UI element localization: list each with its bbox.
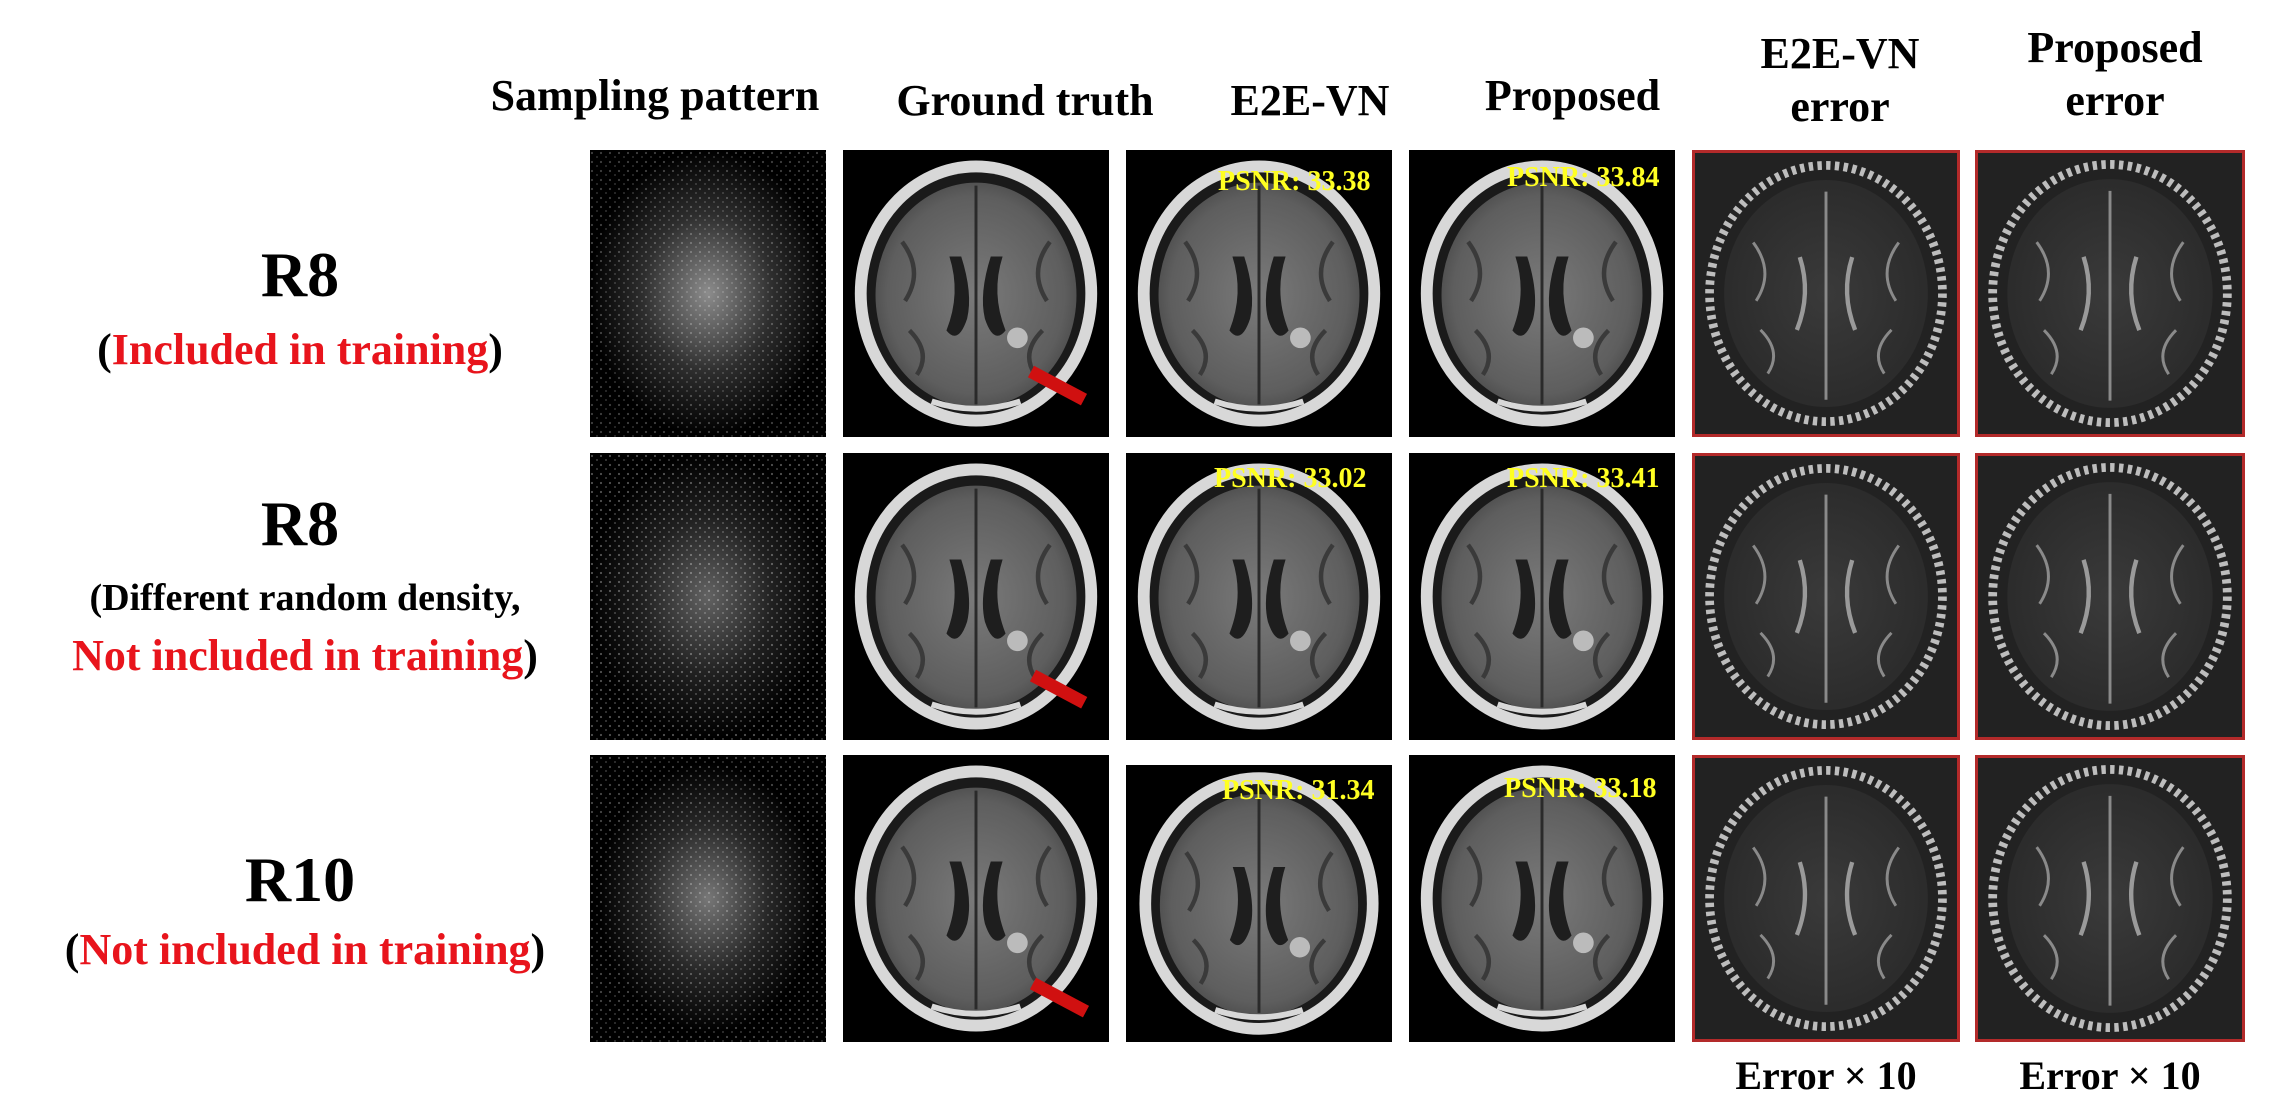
- column-header-proposed-error: Proposed error: [1965, 22, 2265, 128]
- proposed-reconstruction-image: PSNR: 33.41: [1409, 453, 1675, 740]
- column-header-e2evn-error-line1: E2E-VN: [1760, 29, 1920, 78]
- proposed-reconstruction-image: PSNR: 33.84: [1409, 150, 1675, 437]
- column-header-e2evn-error-line2: error: [1790, 81, 1890, 131]
- psnr-label: PSNR: 33.02: [1214, 463, 1367, 494]
- psnr-label: PSNR: 33.84: [1507, 162, 1660, 193]
- column-header-sampling-pattern: Sampling pattern: [490, 71, 820, 120]
- e2evn-reconstruction-image: PSNR: 33.38: [1126, 150, 1392, 437]
- column-header-e2evn-error: E2E-VN error: [1690, 28, 1990, 134]
- proposed-error-image: [1975, 150, 2245, 437]
- row-1-title: R8: [260, 239, 340, 310]
- column-header-e2evn: E2E-VN: [1230, 76, 1390, 125]
- psnr-label: PSNR: 33.18: [1504, 773, 1657, 804]
- row-3-open-paren: (: [64, 925, 80, 974]
- sampling-pattern-image: [590, 453, 826, 740]
- column-header-ground-truth: Ground truth: [896, 76, 1154, 125]
- e2evn-error-image: [1692, 150, 1960, 437]
- proposed-error-image: [1975, 453, 2245, 740]
- column-header-proposed-error-line2: error: [2065, 75, 2165, 125]
- row-2-close-paren: ): [523, 631, 538, 680]
- psnr-label: PSNR: 33.41: [1507, 463, 1660, 494]
- ground-truth-image: [843, 755, 1109, 1042]
- row-2-title: R8: [260, 488, 340, 559]
- ground-truth-image: [843, 150, 1109, 437]
- ground-truth-image: [843, 453, 1109, 740]
- row-3-close-paren: ): [530, 925, 546, 974]
- row-3-subtitle: (Not included in training): [20, 922, 590, 977]
- e2evn-reconstruction-image: PSNR: 31.34: [1126, 765, 1392, 1042]
- sampling-pattern-image: [590, 755, 826, 1042]
- e2evn-error-scale-label: Error × 10: [1735, 1053, 1917, 1098]
- row-2-subtitle-line2: Not included in training): [20, 628, 590, 683]
- row-2-subtitle-line1: (Different random density,: [89, 577, 521, 619]
- row-1-close-paren: ): [488, 325, 503, 374]
- row-3-highlight: Not included in training: [79, 925, 531, 974]
- e2evn-error-image: [1692, 755, 1960, 1042]
- proposed-error-image: [1975, 755, 2245, 1042]
- e2evn-reconstruction-image: PSNR: 33.02: [1126, 453, 1392, 740]
- psnr-label: PSNR: 31.34: [1222, 775, 1375, 806]
- proposed-reconstruction-image: PSNR: 33.18: [1409, 755, 1675, 1042]
- column-header-proposed-error-line1: Proposed: [2027, 23, 2203, 72]
- row-1-subtitle: (Included in training): [20, 322, 580, 377]
- column-header-proposed: Proposed: [1484, 71, 1661, 120]
- sampling-pattern-image: [590, 150, 826, 437]
- row-1-open-paren: (: [97, 325, 112, 374]
- psnr-label: PSNR: 33.38: [1218, 166, 1371, 197]
- row-1-highlight: Included in training: [111, 325, 489, 374]
- e2evn-error-image: [1692, 453, 1960, 740]
- row-2-highlight: Not included in training: [72, 631, 524, 680]
- proposed-error-scale-label: Error × 10: [2019, 1053, 2201, 1098]
- row-3-title: R10: [244, 844, 356, 915]
